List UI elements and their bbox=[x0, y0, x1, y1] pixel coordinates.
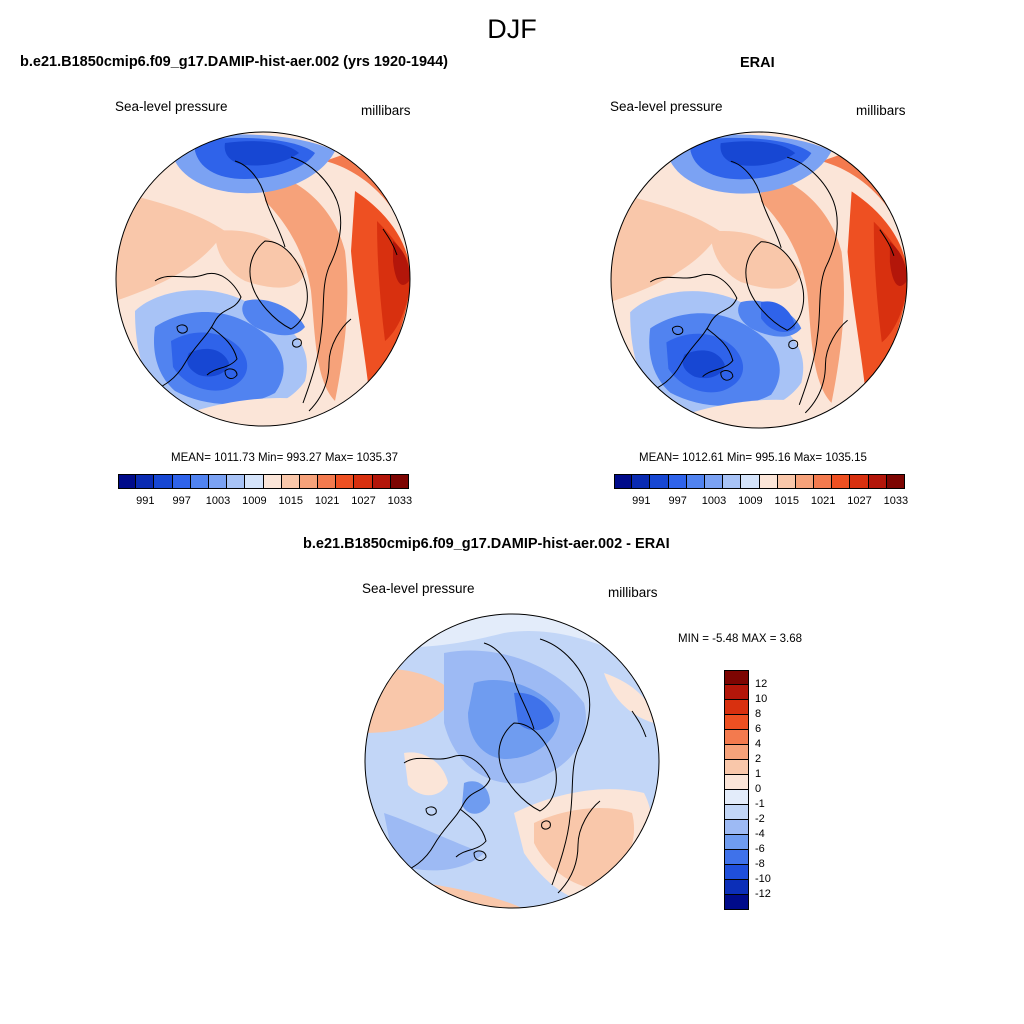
colorbar-swatch bbox=[814, 474, 833, 489]
colorbar-swatch bbox=[136, 474, 155, 489]
colorbar-tick-label: 1003 bbox=[205, 495, 231, 507]
panel-3-difference-map bbox=[364, 613, 660, 909]
colorbar-tick-label: 1015 bbox=[774, 495, 800, 507]
panel-1-colorbar bbox=[118, 474, 409, 489]
colorbar-swatch bbox=[668, 474, 687, 489]
colorbar-swatch bbox=[245, 474, 264, 489]
colorbar-swatch bbox=[724, 850, 749, 865]
colorbar-swatch bbox=[336, 474, 355, 489]
colorbar-tick-label: 1009 bbox=[738, 495, 763, 507]
colorbar-swatch bbox=[372, 474, 391, 489]
panel-3-title: b.e21.B1850cmip6.f09_g17.DAMIP-hist-aer.… bbox=[303, 536, 670, 552]
colorbar-swatch bbox=[704, 474, 724, 489]
panel-2-variable-label: Sea-level pressure bbox=[610, 99, 723, 114]
colorbar-swatch bbox=[614, 474, 633, 489]
colorbar-tick-label: -10 bbox=[755, 873, 771, 885]
colorbar-tick-label: 1009 bbox=[242, 495, 267, 507]
colorbar-swatch bbox=[650, 474, 669, 489]
colorbar-tick-label: -1 bbox=[755, 798, 765, 810]
colorbar-tick-label: 1 bbox=[755, 768, 762, 780]
colorbar-tick-label: 1027 bbox=[351, 495, 376, 507]
panel-2-colorbar bbox=[614, 474, 905, 489]
colorbar-swatch bbox=[724, 670, 749, 685]
panel-2-stats: MEAN= 1012.61 Min= 995.16 Max= 1035.15 bbox=[639, 452, 867, 464]
colorbar-swatch bbox=[868, 474, 887, 489]
colorbar-swatch bbox=[741, 474, 760, 489]
colorbar-swatch bbox=[154, 474, 173, 489]
panel-3-stats: MIN = -5.48 MAX = 3.68 bbox=[678, 633, 803, 645]
colorbar-tick-label: 1021 bbox=[314, 495, 340, 507]
colorbar-swatch bbox=[759, 474, 778, 489]
colorbar-tick-label: 997 bbox=[172, 495, 191, 507]
panel-1-title: b.e21.B1850cmip6.f09_g17.DAMIP-hist-aer.… bbox=[20, 54, 448, 70]
colorbar-swatch bbox=[724, 730, 749, 745]
colorbar-tick-label: 6 bbox=[755, 723, 762, 735]
panel-1-stats: MEAN= 1011.73 Min= 993.27 Max= 1035.37 bbox=[171, 452, 399, 464]
panel-2-title: ERAI bbox=[740, 55, 775, 71]
panel-3-colorbar bbox=[724, 670, 749, 910]
colorbar-tick-label: 0 bbox=[755, 783, 762, 795]
panel-2-polar-map bbox=[610, 131, 908, 429]
colorbar-swatch bbox=[281, 474, 300, 489]
colorbar-tick-label: 12 bbox=[755, 678, 768, 690]
colorbar-swatch bbox=[724, 865, 749, 880]
colorbar-swatch bbox=[724, 745, 749, 760]
panel-3-units-label: millibars bbox=[608, 585, 658, 600]
colorbar-swatch bbox=[318, 474, 337, 489]
colorbar-swatch bbox=[724, 700, 749, 715]
colorbar-swatch bbox=[724, 775, 749, 790]
colorbar-tick-label: 991 bbox=[136, 495, 155, 507]
colorbar-swatch bbox=[227, 474, 246, 489]
colorbar-swatch bbox=[354, 474, 373, 489]
colorbar-swatch bbox=[724, 835, 749, 850]
colorbar-swatch bbox=[299, 474, 319, 489]
colorbar-swatch bbox=[724, 790, 749, 805]
colorbar-swatch bbox=[263, 474, 282, 489]
colorbar-tick-label: 1033 bbox=[883, 495, 909, 507]
colorbar-tick-label: 1027 bbox=[847, 495, 872, 507]
colorbar-swatch bbox=[724, 760, 749, 775]
colorbar-tick-label: 8 bbox=[755, 708, 762, 720]
colorbar-tick-label: -8 bbox=[755, 858, 765, 870]
colorbar-swatch bbox=[724, 685, 749, 700]
colorbar-tick-label: 10 bbox=[755, 693, 768, 705]
colorbar-tick-label: -4 bbox=[755, 828, 765, 840]
colorbar-swatch bbox=[832, 474, 851, 489]
colorbar-swatch bbox=[172, 474, 191, 489]
colorbar-swatch bbox=[686, 474, 705, 489]
colorbar-tick-label: 1033 bbox=[387, 495, 413, 507]
colorbar-swatch bbox=[723, 474, 742, 489]
colorbar-tick-label: -2 bbox=[755, 813, 765, 825]
colorbar-swatch bbox=[632, 474, 651, 489]
colorbar-swatch bbox=[724, 805, 749, 820]
colorbar-swatch bbox=[118, 474, 137, 489]
panel-3-variable-label: Sea-level pressure bbox=[362, 581, 475, 596]
colorbar-swatch bbox=[724, 715, 749, 730]
colorbar-swatch bbox=[724, 880, 749, 895]
colorbar-tick-label: 1003 bbox=[701, 495, 727, 507]
panel-2-units-label: millibars bbox=[856, 103, 906, 118]
colorbar-tick-label: 4 bbox=[755, 738, 762, 750]
colorbar-swatch bbox=[208, 474, 228, 489]
colorbar-tick-label: 1021 bbox=[810, 495, 836, 507]
panel-1-units-label: millibars bbox=[361, 103, 411, 118]
colorbar-tick-label: 2 bbox=[755, 753, 762, 765]
colorbar-swatch bbox=[724, 820, 749, 835]
figure-title: DJF bbox=[487, 14, 537, 44]
colorbar-swatch bbox=[795, 474, 815, 489]
colorbar-tick-label: -6 bbox=[755, 843, 765, 855]
colorbar-tick-label: 1015 bbox=[278, 495, 304, 507]
colorbar-swatch bbox=[777, 474, 796, 489]
panel-1-variable-label: Sea-level pressure bbox=[115, 99, 228, 114]
colorbar-tick-label: 997 bbox=[668, 495, 687, 507]
colorbar-tick-label: -12 bbox=[755, 888, 771, 900]
colorbar-tick-label: 991 bbox=[632, 495, 651, 507]
panel-1-polar-map bbox=[115, 131, 411, 427]
colorbar-swatch bbox=[190, 474, 209, 489]
colorbar-swatch bbox=[850, 474, 869, 489]
